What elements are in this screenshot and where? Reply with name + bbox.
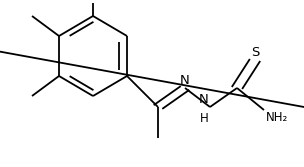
- Text: NH₂: NH₂: [265, 111, 288, 124]
- Text: N: N: [180, 74, 190, 87]
- Text: H: H: [200, 112, 209, 125]
- Text: S: S: [251, 46, 259, 59]
- Text: N: N: [199, 93, 209, 106]
